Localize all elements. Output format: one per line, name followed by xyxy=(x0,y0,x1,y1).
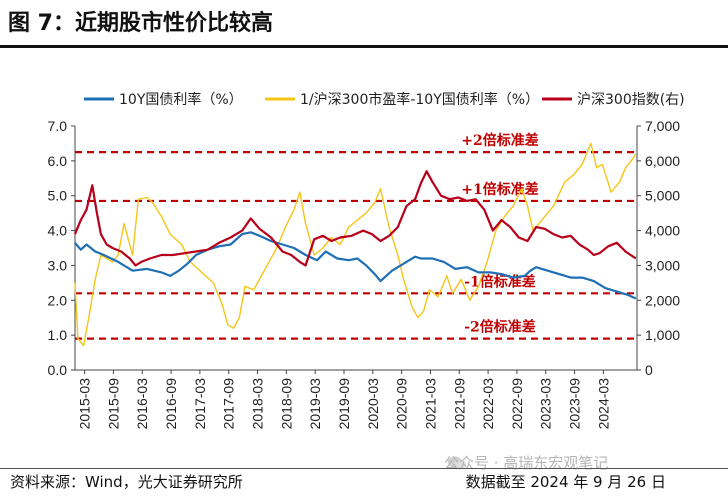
wechat-icon xyxy=(448,456,466,470)
x-tick-label: 2019-03 xyxy=(307,378,323,430)
x-tick-label: 2023-03 xyxy=(538,378,554,430)
series-line-csi300-index xyxy=(73,170,637,267)
std-dev-label: +1倍标准差 xyxy=(461,181,538,198)
y-right-tick-label: 5,000 xyxy=(645,188,680,204)
y-left-tick-label: 2.0 xyxy=(48,292,68,308)
x-tick-label: 2017-03 xyxy=(192,378,208,430)
y-right-tick-label: 6,000 xyxy=(645,153,680,169)
chart-series xyxy=(73,142,637,347)
x-tick-label: 2021-03 xyxy=(422,378,438,430)
y-axis-left: 0.0 1.0 2.0 3.0 4.0 5.0 6.0 7.0 xyxy=(48,118,75,378)
y-right-tick-label: 7,000 xyxy=(645,118,680,134)
source-note: 资料来源：Wind，光大证券研究所 xyxy=(10,473,243,491)
watermark: 公众号 · 高瑞东宏观笔记 xyxy=(444,454,609,472)
x-tick-label: 2016-09 xyxy=(163,378,179,430)
y-right-tick-label: 3,000 xyxy=(645,257,680,273)
y-axis-right: 0 1,000 2,000 3,000 4,000 5,000 6,000 7,000 xyxy=(637,118,680,378)
y-left-tick-label: 4.0 xyxy=(48,223,68,239)
x-tick-label: 2022-09 xyxy=(509,378,525,430)
y-right-tick-label: 4,000 xyxy=(645,223,680,239)
chart: 10Y国债利率（%） 1/沪深300市盈率-10Y国债利率（%） 沪深300指数(右… xyxy=(48,91,685,430)
x-tick-label: 2020-09 xyxy=(394,378,410,430)
y-right-tick-label: 1,000 xyxy=(645,327,680,343)
x-tick-label: 2015-09 xyxy=(105,378,121,430)
x-tick-label: 2024-03 xyxy=(595,378,611,430)
std-dev-label: -2倍标准差 xyxy=(464,319,536,336)
y-left-tick-label: 5.0 xyxy=(48,188,68,204)
footer-divider xyxy=(0,468,728,469)
data-cutoff-note: 数据截至 2024 年 9 月 26 日 xyxy=(465,473,666,491)
x-tick-label: 2023-09 xyxy=(567,378,583,430)
y-left-tick-label: 1.0 xyxy=(48,327,68,343)
chart-frame xyxy=(74,126,638,371)
x-tick-label: 2016-03 xyxy=(134,378,150,430)
series-line-equity-risk-premium xyxy=(74,142,637,347)
y-left-tick-label: 6.0 xyxy=(48,153,68,169)
x-tick-label: 2022-03 xyxy=(480,378,496,430)
x-tick-label: 2017-09 xyxy=(221,378,237,430)
y-left-tick-label: 7.0 xyxy=(48,118,68,134)
series-line-bond-yield xyxy=(74,231,637,300)
y-left-tick-label: 3.0 xyxy=(48,257,68,273)
page-title: 图 7：近期股市性价比较高 xyxy=(8,11,273,36)
x-tick-label: 2020-03 xyxy=(365,378,381,430)
x-tick-label: 2021-09 xyxy=(451,378,467,430)
y-left-tick-label: 0.0 xyxy=(48,362,68,378)
y-right-tick-label: 0 xyxy=(645,362,653,378)
legend-label: 1/沪深300市盈率-10Y国债利率（%） xyxy=(300,91,539,108)
x-tick-label: 2015-03 xyxy=(77,378,93,430)
chart-legend: 10Y国债利率（%） 1/沪深300市盈率-10Y国债利率（%） 沪深300指数(右… xyxy=(84,91,685,108)
std-dev-label: +2倍标准差 xyxy=(461,132,538,149)
std-dev-lines: +2倍标准差+1倍标准差-1倍标准差-2倍标准差 xyxy=(75,132,637,340)
title-divider xyxy=(0,45,728,48)
x-tick-label: 2018-09 xyxy=(278,378,294,430)
x-tick-label: 2018-03 xyxy=(250,378,266,430)
legend-label: 10Y国债利率（%） xyxy=(119,91,243,108)
x-axis: 2015-03 2015-09 2016-03 2016-09 2017-03 2017-… xyxy=(77,370,611,430)
legend-label: 沪深300指数(右) xyxy=(577,92,685,108)
y-right-tick-label: 2,000 xyxy=(645,292,680,308)
x-tick-label: 2019-09 xyxy=(336,378,352,430)
